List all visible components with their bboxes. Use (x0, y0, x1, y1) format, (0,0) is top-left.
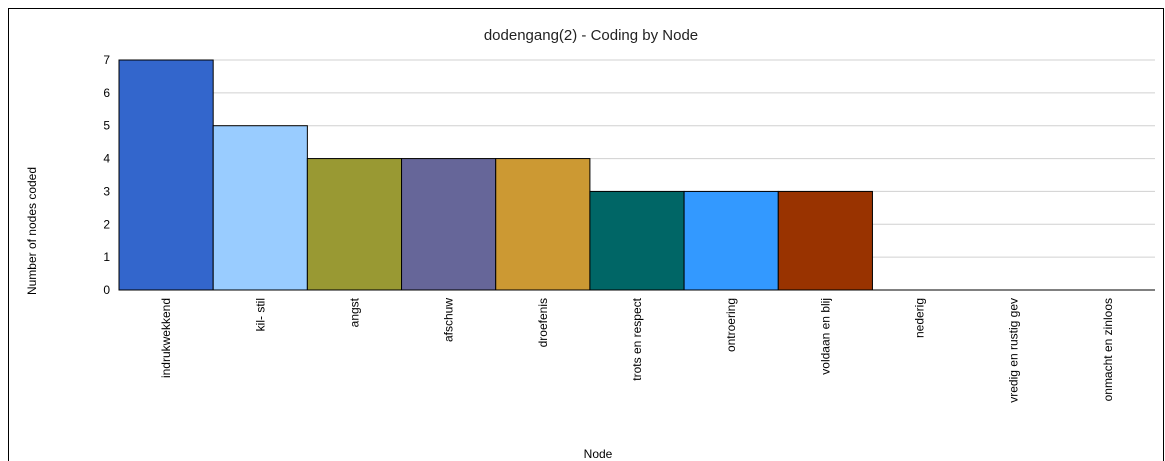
bar (118, 59, 214, 291)
x-category-label: trots en respect (630, 297, 644, 380)
bars (118, 59, 873, 291)
y-tick-label: 5 (103, 119, 110, 133)
y-tick-label: 7 (103, 53, 110, 67)
x-category-label: indrukwekkend (159, 298, 173, 378)
x-category-label: vredig en rustig gev (1007, 298, 1021, 403)
x-category-label: kil- stil (253, 298, 267, 331)
y-tick-label: 0 (103, 283, 110, 297)
x-category-label: afschuw (442, 298, 456, 342)
bar (306, 158, 403, 291)
y-tick-label: 2 (103, 217, 110, 231)
y-tick-label: 4 (103, 152, 110, 166)
x-category-label: nederig (913, 298, 927, 338)
x-category-label: droefenis (536, 298, 550, 347)
y-tick-labels: 0 1 2 3 4 5 6 7 (103, 53, 110, 297)
bar (777, 190, 873, 291)
chart-title: dodengang(2) - Coding by Node (484, 27, 698, 44)
y-axis-label: Number of nodes coded (25, 167, 39, 295)
x-category-label: onmacht en zinloos (1101, 298, 1115, 401)
x-category-labels: indrukwekkend kil- stil angst afschuw droefe… (159, 297, 1115, 402)
x-category-label: angst (347, 297, 361, 327)
x-category-label: ontroering (724, 298, 738, 352)
bar (589, 190, 685, 291)
bar (495, 158, 591, 291)
bar (401, 158, 497, 291)
bar (683, 190, 779, 291)
x-category-label: voldaan en blij (818, 298, 832, 375)
y-tick-label: 3 (103, 184, 110, 198)
bar (212, 125, 308, 291)
y-tick-label: 6 (103, 86, 110, 100)
y-tick-label: 1 (103, 250, 110, 264)
x-axis-label: Node (584, 447, 613, 461)
